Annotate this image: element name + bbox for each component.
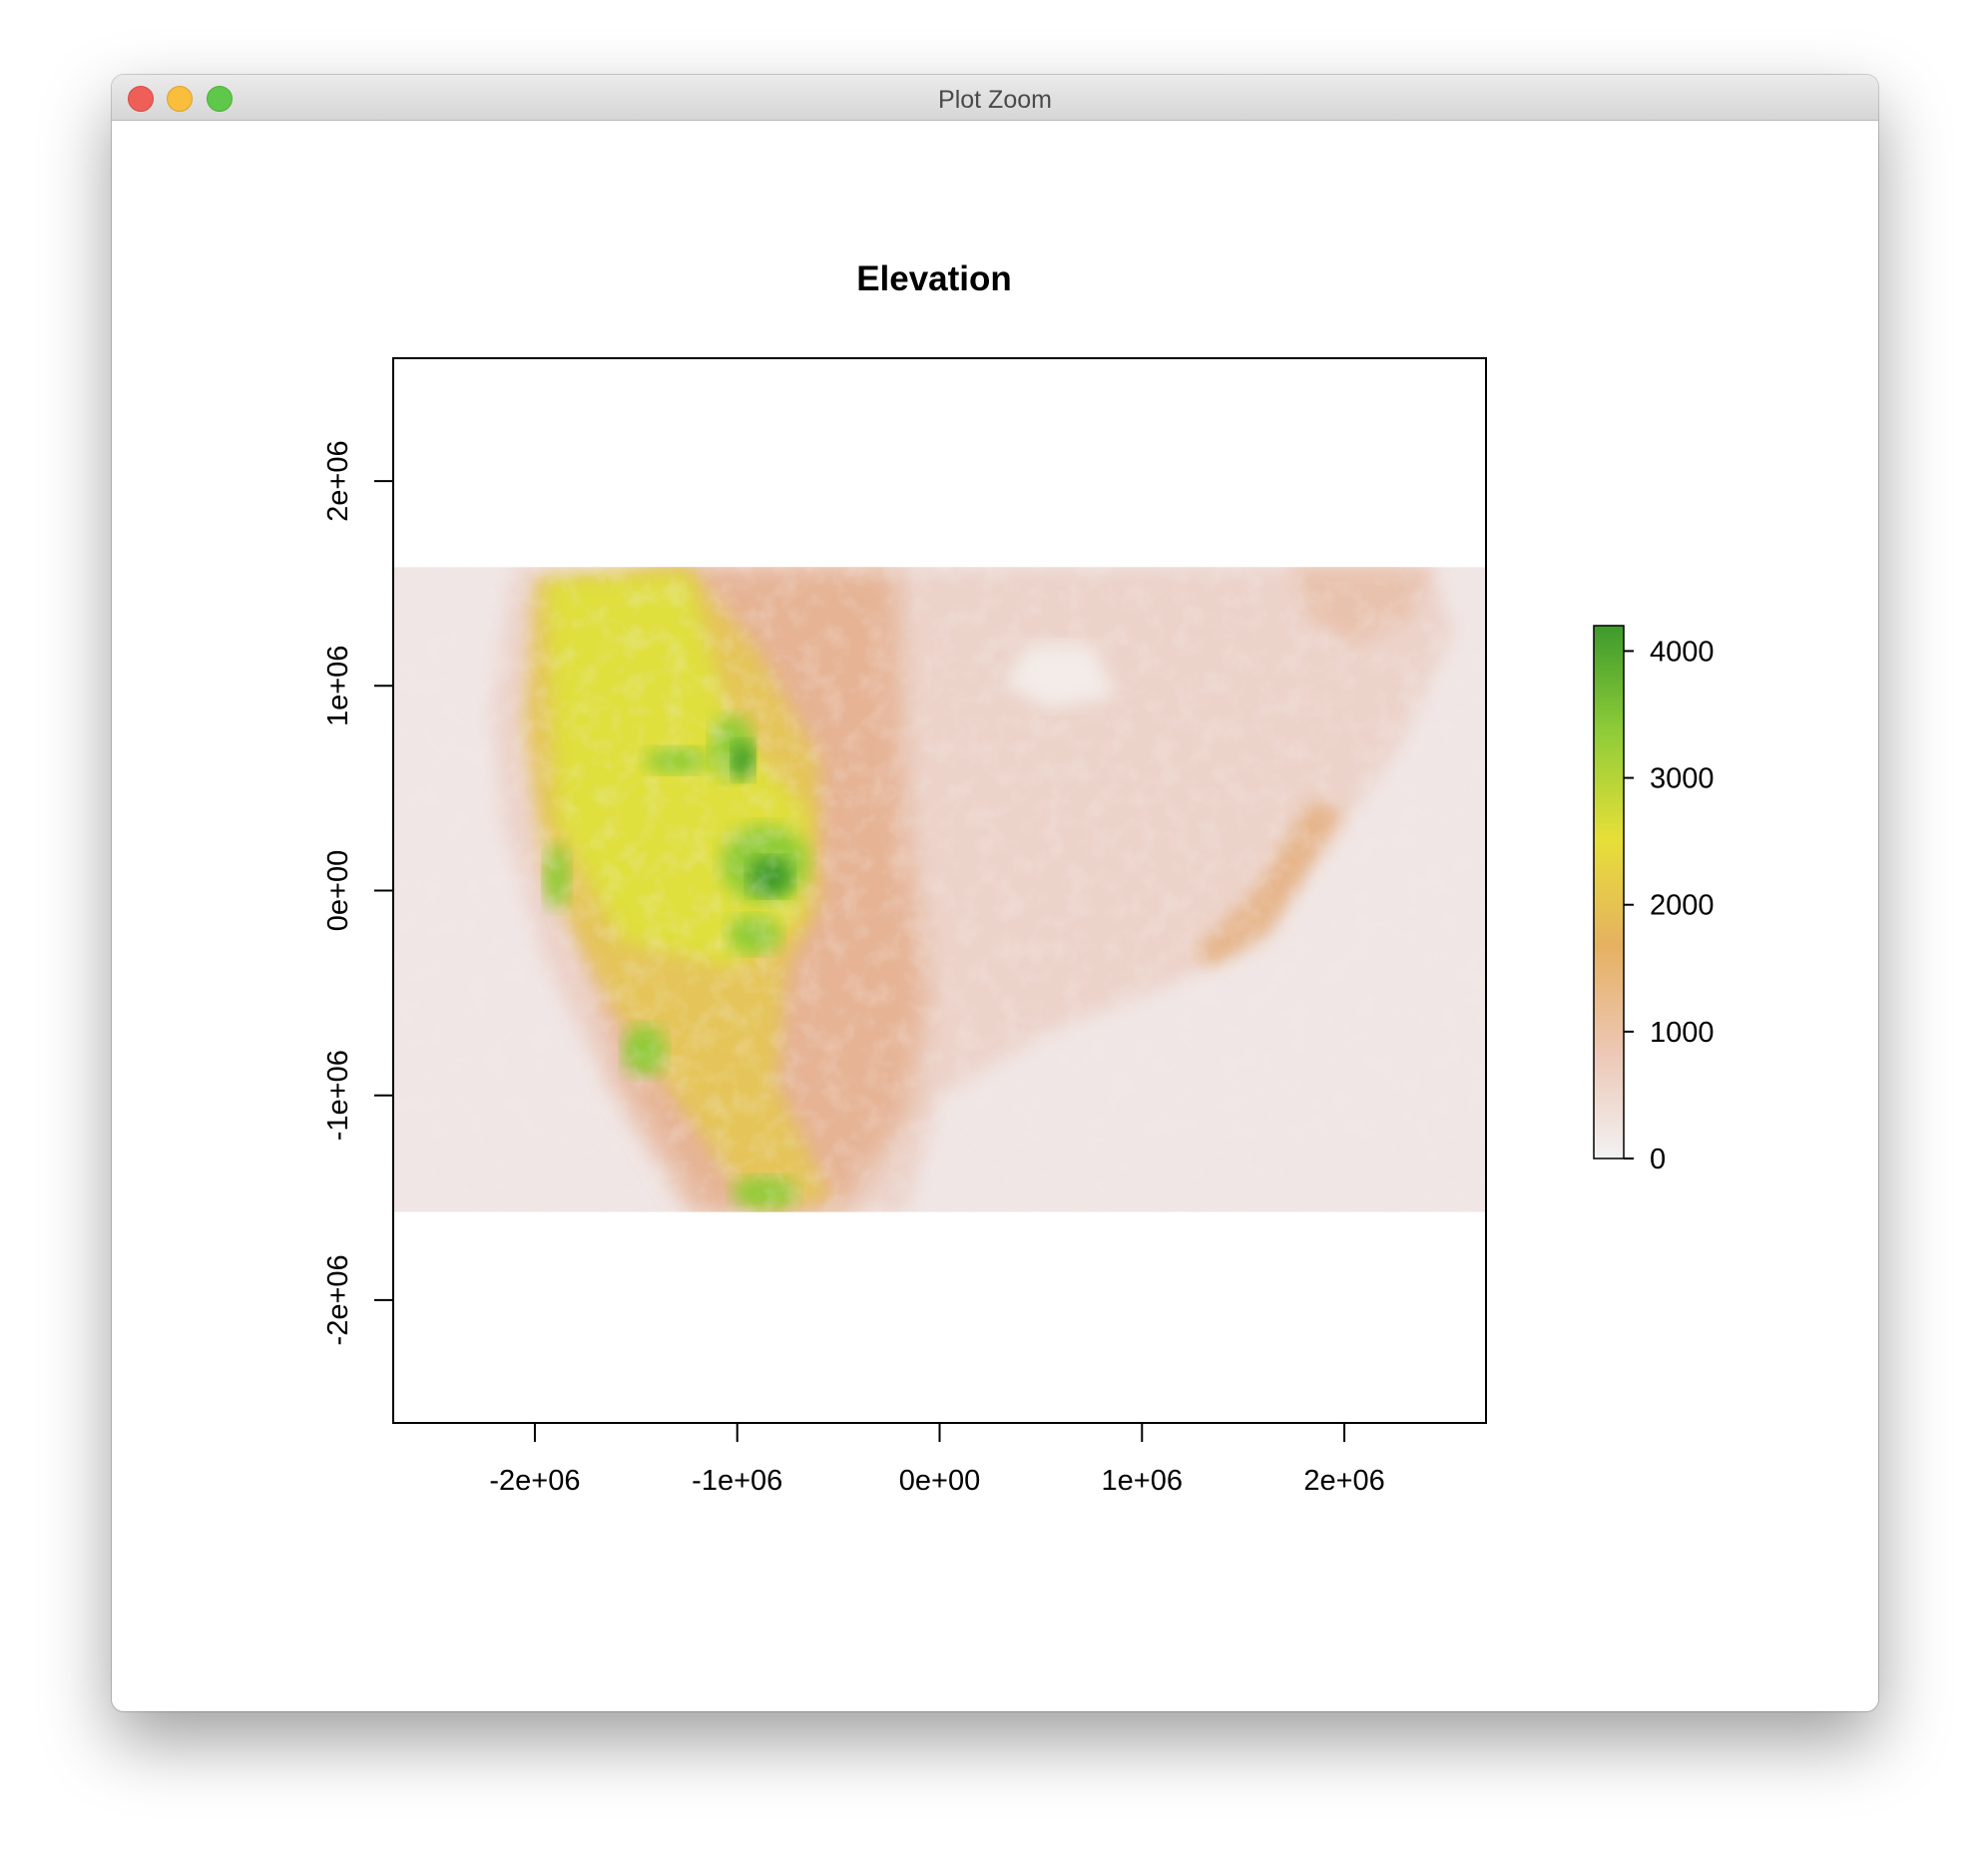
- elevation-raster: [393, 567, 1486, 1212]
- legend-tick-label: 1000: [1650, 1017, 1715, 1049]
- elevation-legend: 0 1000 2000 3000 4000: [1593, 625, 1715, 1175]
- minimize-button[interactable]: [167, 86, 193, 112]
- x-tick-label: 2e+06: [1303, 1465, 1384, 1497]
- legend-tick-label: 4000: [1650, 636, 1715, 668]
- close-button[interactable]: [128, 86, 154, 112]
- window-title: Plot Zoom: [938, 86, 1052, 114]
- x-tick-label: 0e+00: [899, 1465, 980, 1497]
- legend-tick-label: 0: [1650, 1144, 1666, 1175]
- plot-zoom-window: Plot Zoom Elevation -2e+06 -1e+06 0e+00 1e+…: [112, 75, 1878, 1711]
- x-tick-label: 1e+06: [1102, 1465, 1183, 1497]
- legend-colorbar: [1593, 625, 1625, 1160]
- x-tick-label: -2e+06: [489, 1465, 580, 1497]
- x-axis: -2e+06 -1e+06 0e+00 1e+06 2e+06: [489, 1423, 1385, 1497]
- zoom-button[interactable]: [207, 86, 233, 112]
- title-bar[interactable]: Plot Zoom: [112, 75, 1878, 121]
- x-tick-label: -1e+06: [692, 1465, 782, 1497]
- chart-title: Elevation: [856, 259, 1012, 298]
- terrain-texture: [393, 567, 1486, 1212]
- y-tick-label: -1e+06: [322, 1050, 354, 1141]
- legend-tick-label: 3000: [1650, 763, 1715, 795]
- y-tick-label: 1e+06: [322, 646, 354, 726]
- y-axis: -2e+06 -1e+06 0e+00 1e+06 2e+06: [322, 440, 393, 1345]
- y-tick-label: 0e+00: [322, 850, 354, 931]
- elevation-plot: Elevation -2e+06 -1e+06 0e+00 1e+06 2e+06 -2…: [322, 259, 1715, 1497]
- legend-tick-label: 2000: [1650, 890, 1715, 922]
- y-tick-label: 2e+06: [322, 440, 354, 521]
- y-tick-label: -2e+06: [322, 1254, 354, 1345]
